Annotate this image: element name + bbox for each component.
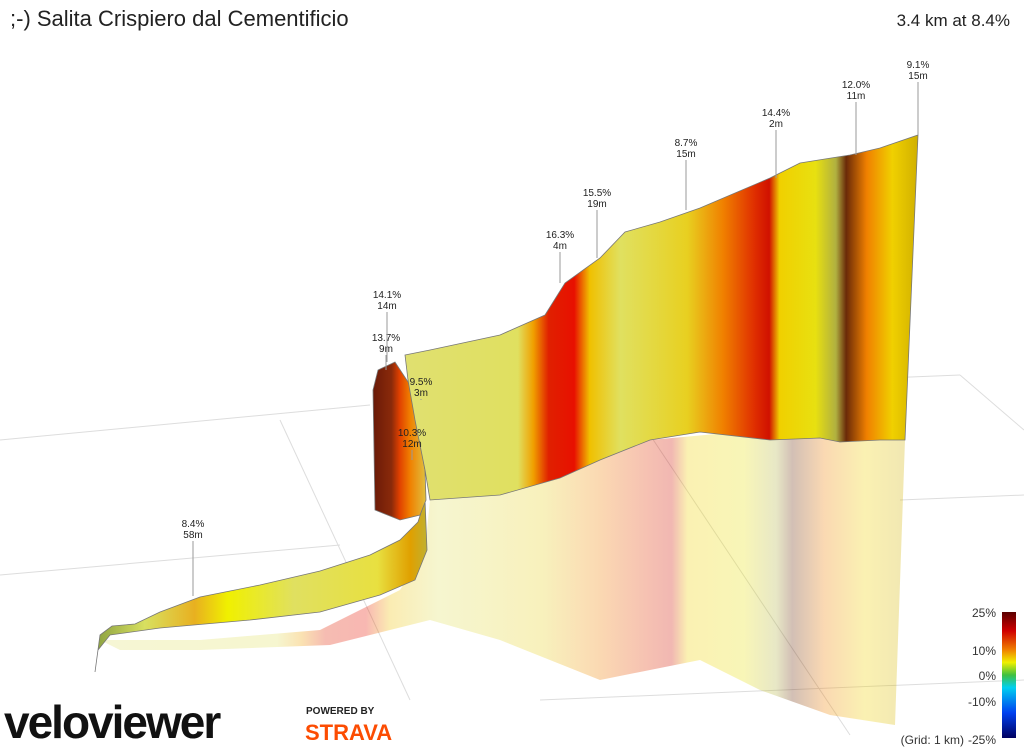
legend-label: -25%	[968, 733, 996, 747]
annotation-grade: 9.5%	[410, 377, 433, 388]
legend-label: 0%	[979, 669, 997, 683]
annotation-grade: 8.7%	[675, 138, 698, 149]
legend-label: -10%	[968, 695, 996, 709]
logo[interactable]: veloviewer	[4, 696, 223, 748]
legend-label: 25%	[972, 606, 996, 620]
annotation-grade: 15.5%	[583, 188, 611, 199]
annotation-length: 14m	[377, 301, 396, 312]
annotation-length: 19m	[587, 199, 606, 210]
profile-section	[94, 499, 428, 673]
annotation-grade: 14.4%	[762, 108, 790, 119]
annotation-length: 58m	[183, 530, 202, 541]
powered-by: POWERED BY	[306, 706, 375, 717]
annotation-length: 9m	[379, 344, 393, 355]
title: ;-) Salita Crispiero dal Cementificio	[10, 6, 349, 31]
annotation-grade: 13.7%	[372, 333, 400, 344]
grid-note: (Grid: 1 km)	[901, 733, 964, 747]
annotation-length: 3m	[414, 388, 428, 399]
annotation-grade: 8.4%	[182, 519, 205, 530]
annotations: 8.4%58m 10.3%12m 9.5%3m 13.7%9m 14.1%14m 16.3…	[182, 60, 930, 596]
profile-section	[404, 134, 919, 501]
strava-logo[interactable]: STRAVA	[305, 720, 392, 745]
legend-label: 10%	[972, 644, 996, 658]
legend-bar	[1002, 612, 1016, 738]
annotation-length: 15m	[908, 71, 927, 82]
annotation-length: 2m	[769, 119, 783, 130]
annotation-length: 4m	[553, 241, 567, 252]
reflection	[100, 430, 905, 725]
annotation-length: 12m	[402, 439, 421, 450]
annotation-grade: 12.0%	[842, 80, 870, 91]
annotation-grade: 14.1%	[373, 290, 401, 301]
annotation-length: 15m	[676, 149, 695, 160]
summary: 3.4 km at 8.4%	[897, 11, 1010, 30]
annotation-length: 11m	[847, 91, 866, 102]
annotation-grade: 16.3%	[546, 230, 574, 241]
annotation-grade: 10.3%	[398, 428, 426, 439]
annotation-grade: 9.1%	[907, 60, 930, 71]
